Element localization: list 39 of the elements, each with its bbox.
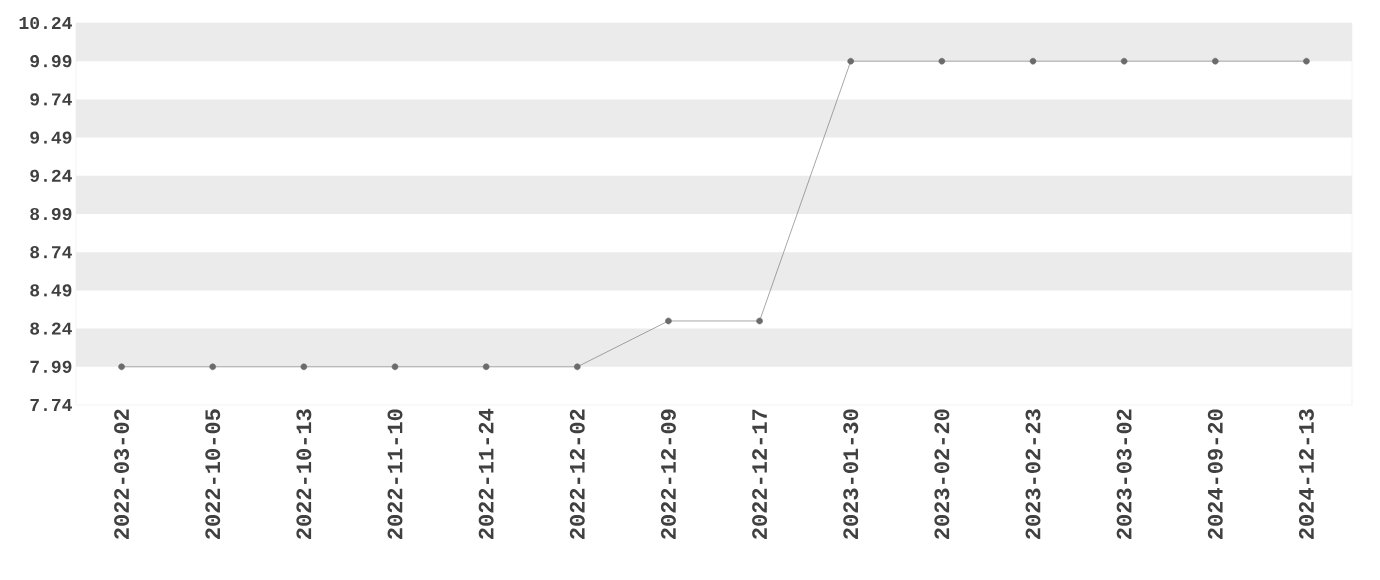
x-tick-label: 2024-12-13 bbox=[1298, 409, 1314, 539]
y-tick-label: 8.49 bbox=[30, 284, 72, 297]
x-tick-label: 2022-11-10 bbox=[387, 409, 403, 539]
y-tick-label: 10.24 bbox=[19, 16, 72, 30]
point bbox=[209, 363, 216, 371]
x-tick-label: 2022-12-09 bbox=[660, 409, 676, 539]
x-tick-label: 2022-12-17 bbox=[752, 409, 768, 539]
y-tick-label: 7.99 bbox=[30, 360, 72, 373]
x-tick-label: 2022-10-05 bbox=[205, 409, 221, 539]
point bbox=[391, 363, 399, 371]
x-tick-label: 2024-09-20 bbox=[1207, 409, 1223, 539]
x-tick-label: 2023-03-02 bbox=[1116, 409, 1132, 539]
point bbox=[300, 363, 308, 371]
point bbox=[665, 317, 672, 325]
x-tick-label: 2022-12-02 bbox=[569, 409, 585, 539]
x-tick-label: 2022-03-02 bbox=[114, 409, 130, 539]
point bbox=[482, 363, 490, 371]
y-tick-label: 8.74 bbox=[30, 246, 72, 259]
y-tick-label: 8.99 bbox=[30, 207, 72, 221]
point bbox=[1029, 57, 1037, 65]
y-tick-label: 9.49 bbox=[30, 131, 72, 144]
x-tick-label: 2023-02-20 bbox=[934, 409, 950, 539]
x-tick-label: 2023-02-23 bbox=[1025, 409, 1041, 539]
y-tick-label: 9.99 bbox=[30, 55, 72, 68]
point bbox=[1303, 57, 1310, 65]
x-tick-label: 2023-01-30 bbox=[843, 409, 859, 539]
point bbox=[756, 317, 763, 325]
point bbox=[1212, 57, 1219, 65]
y-tick-label: 9.24 bbox=[30, 169, 72, 182]
y-tick-label: 9.74 bbox=[30, 93, 72, 106]
point bbox=[574, 363, 581, 371]
x-tick-label: 2022-10-13 bbox=[296, 409, 312, 539]
point bbox=[847, 57, 855, 65]
point bbox=[1120, 57, 1128, 65]
point bbox=[938, 57, 946, 65]
point bbox=[118, 363, 125, 371]
x-tick-label: 2022-11-24 bbox=[478, 408, 494, 539]
y-tick-label: 7.74 bbox=[30, 399, 72, 411]
y-tick-label: 8.24 bbox=[30, 322, 72, 335]
